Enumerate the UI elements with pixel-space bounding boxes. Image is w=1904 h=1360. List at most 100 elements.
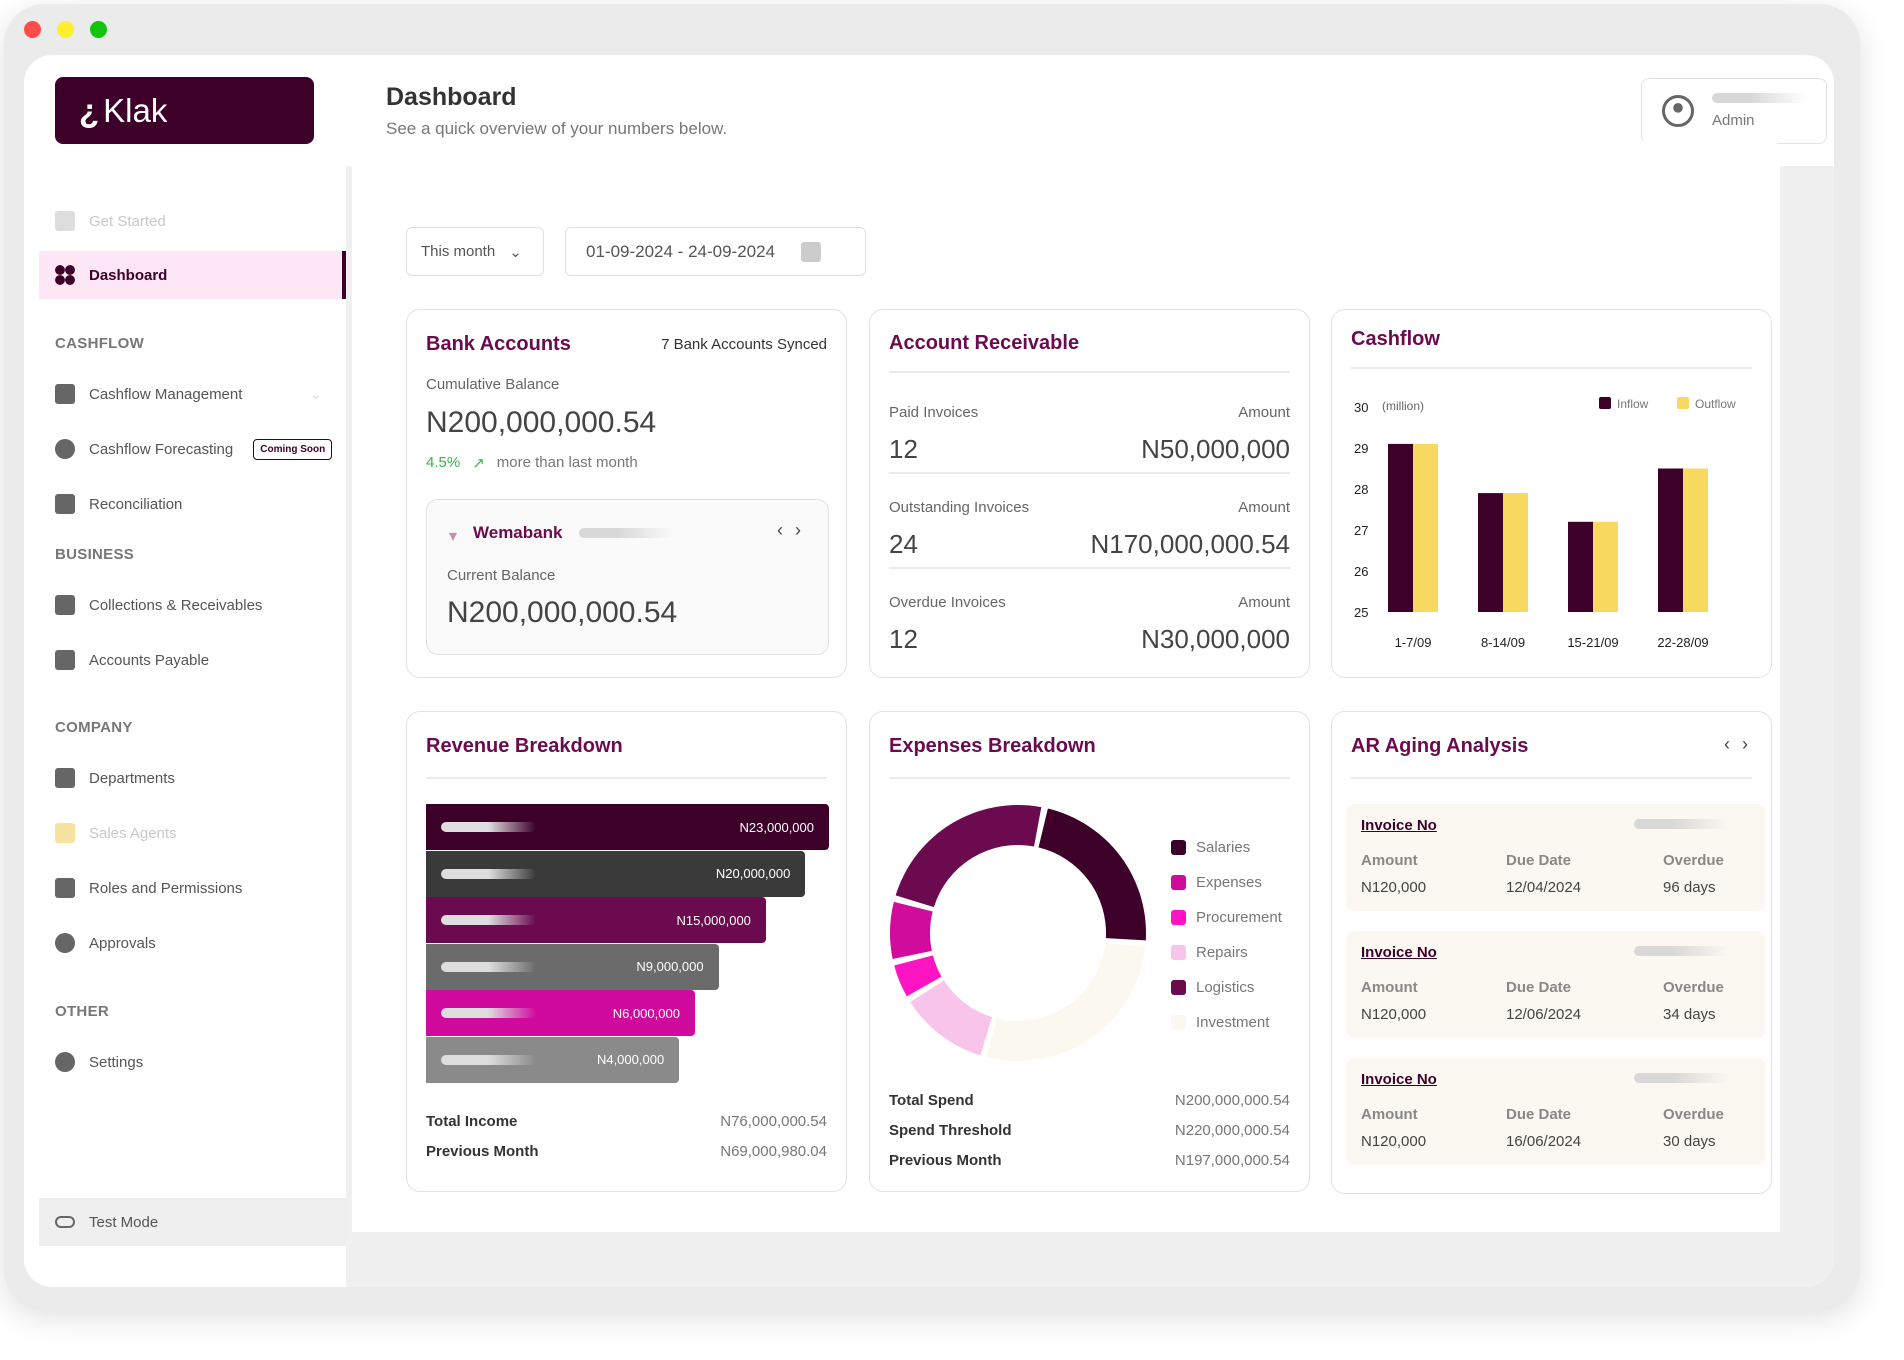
- overdue-value: 34 days: [1663, 1006, 1716, 1023]
- date-range-picker[interactable]: 01-09-2024 - 24-09-2024: [565, 227, 866, 276]
- legend-item: Investment: [1171, 1014, 1269, 1031]
- category-placeholder: [441, 1008, 536, 1018]
- briefcase-icon: [55, 384, 75, 404]
- trend-up-icon: ↗: [472, 455, 485, 472]
- bar-outflow[interactable]: [1413, 443, 1438, 612]
- sidebar-item-collections[interactable]: Collections & Receivables: [24, 581, 346, 629]
- amount-label: Amount: [1238, 594, 1290, 611]
- pie-chart-icon: [55, 439, 75, 459]
- divider: [889, 472, 1290, 474]
- legend-label: Inflow: [1617, 397, 1649, 411]
- bar-inflow[interactable]: [1658, 468, 1683, 613]
- x-tick-label: 15-21/09: [1567, 635, 1618, 650]
- sidebar-item-cashflow-management[interactable]: Cashflow Management ⌄: [24, 370, 346, 418]
- sidebar-item-approvals[interactable]: Approvals: [24, 919, 346, 967]
- aging-invoice-item[interactable]: Invoice No Amount Due Date Overdue N120,000 1…: [1346, 931, 1766, 1038]
- aging-invoice-item[interactable]: Invoice No Amount Due Date Overdue N120,000 1…: [1346, 804, 1766, 911]
- chevron-down-icon: ⌄: [309, 386, 322, 403]
- user-menu[interactable]: Admin: [1641, 78, 1827, 144]
- cumulative-balance-label: Cumulative Balance: [426, 376, 560, 393]
- label: Cashflow Forecasting: [89, 440, 234, 458]
- expense-total-row: Previous Month N197,000,000.54: [889, 1152, 1290, 1169]
- account-number-placeholder: [579, 528, 674, 538]
- y-tick-label: 29: [1354, 441, 1368, 456]
- invoice-no-placeholder: [1634, 1073, 1729, 1083]
- ar-aging-card: AR Aging Analysis ‹ › Invoice No Amount Du…: [1331, 711, 1772, 1194]
- slice-salaries[interactable]: [1038, 808, 1146, 941]
- next-account-button[interactable]: ›: [795, 520, 801, 540]
- slice-procurement[interactable]: [894, 955, 942, 997]
- section-cashflow: CASHFLOW: [55, 335, 145, 352]
- invoice-details: Amount Due Date Overdue N120,000 12/04/2024 9…: [1361, 852, 1783, 896]
- legend-label: Salaries: [1196, 839, 1251, 856]
- section-other: OTHER: [55, 1003, 109, 1020]
- slice-expenses[interactable]: [890, 901, 933, 959]
- bar-outflow[interactable]: [1503, 493, 1528, 612]
- y-tick-label: 27: [1354, 523, 1368, 538]
- sidebar-item-reconciliation[interactable]: Reconciliation: [24, 480, 346, 528]
- change-indicator: 4.5% ↗ more than last month: [426, 454, 638, 472]
- prev-page-button[interactable]: ‹: [1724, 734, 1730, 754]
- sidebar-item-departments[interactable]: Departments: [24, 754, 346, 802]
- revenue-bar[interactable]: N23,000,000: [426, 804, 829, 850]
- chevron-down-icon: ⌄: [509, 243, 522, 261]
- total-income-row: Total Income N76,000,000.54: [426, 1113, 827, 1130]
- slice-investment[interactable]: [986, 942, 1146, 1061]
- maximize-window-button[interactable]: [90, 21, 107, 38]
- period-select[interactable]: This month ⌄: [406, 227, 544, 276]
- bar-outflow[interactable]: [1593, 521, 1618, 612]
- card-title: AR Aging Analysis: [1351, 735, 1529, 757]
- sidebar-item-settings[interactable]: Settings: [24, 1038, 346, 1086]
- revenue-bar[interactable]: N4,000,000: [426, 1036, 680, 1083]
- amount-value: N120,000: [1361, 1006, 1427, 1023]
- test-mode-toggle[interactable]: Test Mode: [39, 1198, 346, 1246]
- cumulative-balance: N200,000,000.54: [426, 406, 657, 439]
- sidebar-item-roles[interactable]: Roles and Permissions: [24, 864, 346, 912]
- revenue-bar[interactable]: N20,000,000: [426, 850, 806, 897]
- legend-swatch: [1171, 840, 1186, 855]
- revenue-bar[interactable]: N6,000,000: [426, 990, 695, 1036]
- column-header: Amount: [1361, 979, 1418, 996]
- aging-invoice-item[interactable]: Invoice No Amount Due Date Overdue N120,000 1…: [1346, 1058, 1766, 1165]
- sidebar-item-sales-agents[interactable]: Sales Agents: [24, 809, 346, 857]
- label: Settings: [89, 1053, 144, 1071]
- legend-item: Expenses: [1171, 874, 1262, 891]
- expense-total-row: Spend Threshold N220,000,000.54: [889, 1122, 1290, 1139]
- bar-inflow[interactable]: [1478, 493, 1503, 612]
- grid-icon: [55, 265, 75, 285]
- category-placeholder: [441, 961, 536, 972]
- revenue-bar[interactable]: N9,000,000: [426, 943, 719, 990]
- logo[interactable]: ¿ Klak: [55, 77, 314, 144]
- prev-account-button[interactable]: ‹: [777, 520, 783, 540]
- y-tick-label: 30: [1354, 400, 1368, 415]
- value: N76,000,000.54: [720, 1113, 827, 1130]
- label: Accounts Payable: [89, 651, 210, 669]
- due-value: 12/04/2024: [1506, 879, 1582, 896]
- change-text: more than last month: [496, 454, 638, 471]
- close-window-button[interactable]: [24, 21, 41, 38]
- revenue-breakdown-card: Revenue Breakdown N23,000,000 N20,000,000…: [406, 711, 847, 1192]
- sidebar-item-accounts-payable[interactable]: Accounts Payable: [24, 636, 346, 684]
- column-header: Overdue: [1663, 979, 1724, 996]
- sidebar-item-cashflow-forecasting[interactable]: Cashflow Forecasting Coming Soon: [24, 425, 346, 473]
- invoice-details: Amount Due Date Overdue N120,000 16/06/2024 3…: [1361, 1106, 1783, 1150]
- slice-logistics[interactable]: [895, 805, 1042, 908]
- sidebar-item-dashboard[interactable]: Dashboard: [39, 251, 346, 299]
- amount-label: Amount: [1238, 499, 1290, 516]
- next-page-button[interactable]: ›: [1742, 734, 1748, 754]
- bar-inflow[interactable]: [1568, 521, 1593, 612]
- y-tick-label: 26: [1354, 564, 1368, 579]
- label: Dashboard: [89, 266, 168, 284]
- label: Cashflow Management: [89, 385, 243, 403]
- revenue-bar[interactable]: N15,000,000: [426, 897, 766, 943]
- bar-outflow[interactable]: [1683, 468, 1708, 613]
- bar-inflow[interactable]: [1388, 443, 1413, 612]
- column-header: Overdue: [1663, 852, 1724, 869]
- calendar-icon: [801, 241, 822, 262]
- slice-repairs[interactable]: [910, 980, 993, 1056]
- sidebar-item-get-started[interactable]: Get Started: [24, 197, 346, 245]
- due-value: 12/06/2024: [1506, 1006, 1582, 1023]
- legend-label: Investment: [1196, 1014, 1270, 1031]
- change-percent: 4.5%: [426, 454, 461, 471]
- minimize-window-button[interactable]: [57, 21, 74, 38]
